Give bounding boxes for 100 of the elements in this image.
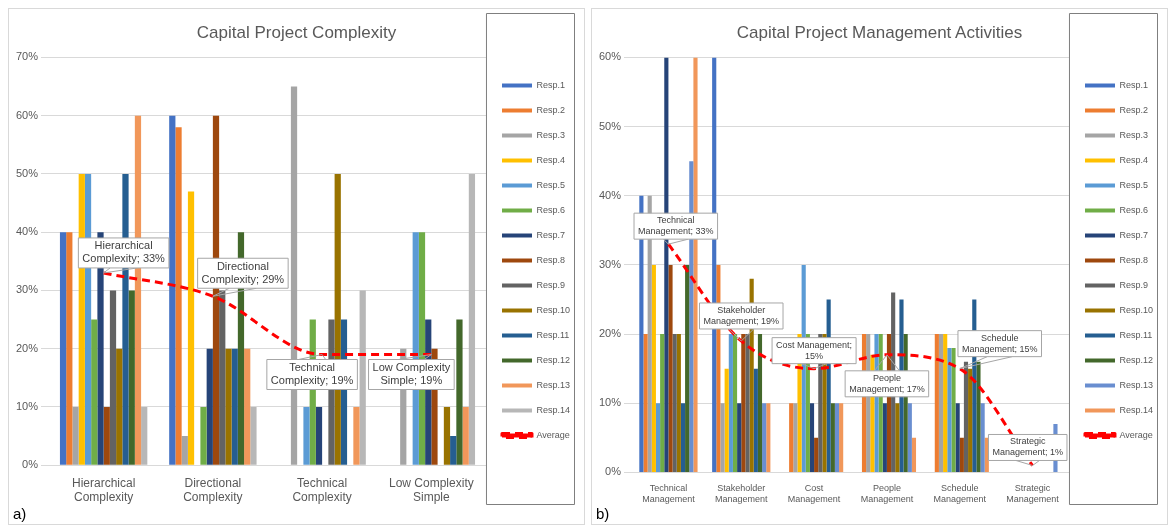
bar (91, 319, 98, 465)
legend-label: Resp.9 (1119, 279, 1149, 290)
bar (934, 334, 939, 472)
bar (938, 334, 944, 472)
y-tick-label: 30% (598, 257, 622, 270)
legend-label: Resp.12 (536, 354, 571, 365)
bar (809, 403, 815, 472)
legend-label: Resp.2 (1119, 104, 1149, 115)
bar (766, 403, 771, 472)
bar (789, 403, 794, 472)
bar (741, 334, 746, 472)
bar (676, 334, 681, 472)
y-tick-label: 10% (15, 399, 39, 412)
bar (643, 334, 648, 472)
y-tick-label: 0% (605, 465, 622, 478)
chart-title: Capital Project Complexity (196, 22, 397, 42)
bar (830, 403, 835, 472)
bar (947, 347, 952, 472)
y-tick-label: 60% (15, 108, 39, 121)
bar (169, 115, 176, 465)
legend-label: Resp.5 (1119, 179, 1149, 190)
bar (72, 406, 79, 465)
bar (66, 232, 73, 465)
bar (724, 368, 729, 472)
bar (231, 348, 238, 465)
bar (443, 406, 451, 465)
bar (720, 403, 725, 472)
legend-label: Resp.5 (536, 179, 566, 190)
bar (980, 403, 985, 472)
annotation: Directional Complexity; 29% (201, 259, 285, 285)
bar (655, 403, 661, 472)
annotation: People Management; 17% (849, 372, 925, 394)
bar (693, 57, 698, 472)
legend-label: Resp.6 (1119, 204, 1149, 215)
bar (732, 334, 738, 472)
bar (462, 406, 469, 465)
y-tick-label: 0% (22, 458, 39, 471)
legend-label: Resp.13 (1119, 379, 1154, 390)
bar (303, 406, 310, 465)
y-tick-label: 20% (598, 327, 622, 340)
legend-label: Resp.8 (536, 254, 566, 265)
legend-label: Resp.7 (1119, 229, 1149, 240)
bar (814, 437, 819, 472)
y-tick-label: 60% (598, 50, 622, 63)
bar (882, 403, 887, 472)
bar (834, 403, 840, 472)
x-tick-label: Stakeholder Management (714, 483, 769, 505)
bar (839, 403, 844, 472)
legend-label: Resp.7 (536, 229, 566, 240)
bar (793, 403, 798, 472)
bar (753, 368, 758, 472)
y-tick-label: 20% (15, 341, 39, 354)
bar (951, 347, 956, 472)
annotation: Stakeholder Management; 19% (703, 304, 780, 326)
bar (244, 348, 251, 465)
legend-label: Average (536, 429, 570, 440)
legend-label: Resp.12 (1119, 354, 1154, 365)
legend-label: Resp.9 (536, 279, 566, 290)
bar (225, 348, 232, 465)
bar (315, 406, 323, 465)
bar (200, 406, 207, 465)
x-tick-label: Technical Management (642, 483, 696, 505)
bar (353, 406, 360, 465)
text: a) (13, 504, 27, 522)
bar (728, 334, 733, 472)
x-tick-label: Schedule Management (933, 483, 987, 505)
bar (468, 173, 476, 465)
x-tick-label: Hierarchical Complexity (71, 475, 136, 505)
bar (141, 406, 148, 465)
x-tick-label: Low Complexity Simple (389, 475, 474, 505)
x-tick-label: Directional Complexity (183, 475, 243, 505)
bar (128, 290, 135, 465)
chart-title: Capital Project Management Activities (736, 22, 1023, 42)
bar (450, 436, 457, 465)
bar (109, 290, 117, 465)
y-tick-label: 50% (15, 166, 39, 179)
bar (359, 290, 366, 465)
legend-label: Resp.3 (536, 129, 566, 140)
bar (181, 436, 188, 465)
bar (250, 406, 257, 465)
bar (219, 290, 226, 465)
bar (911, 437, 917, 472)
legend-label: Resp.14 (536, 404, 571, 415)
bar (103, 406, 110, 465)
bar (672, 334, 677, 472)
x-tick-label: Technical Complexity (292, 475, 352, 505)
bar (456, 319, 463, 465)
bar (668, 264, 673, 472)
legend-label: Resp.3 (1119, 129, 1149, 140)
bar (206, 348, 213, 465)
bar (737, 403, 742, 472)
bar (943, 334, 948, 472)
legend-label: Resp.4 (1119, 154, 1149, 165)
legend-label: Resp.1 (1119, 79, 1149, 90)
legend-label: Resp.10 (536, 304, 571, 315)
legend-label: Resp.13 (536, 379, 571, 390)
legend-label: Resp.14 (1119, 404, 1154, 415)
bar (187, 191, 195, 465)
bar (59, 232, 67, 465)
x-tick-label: People Management (860, 483, 914, 505)
